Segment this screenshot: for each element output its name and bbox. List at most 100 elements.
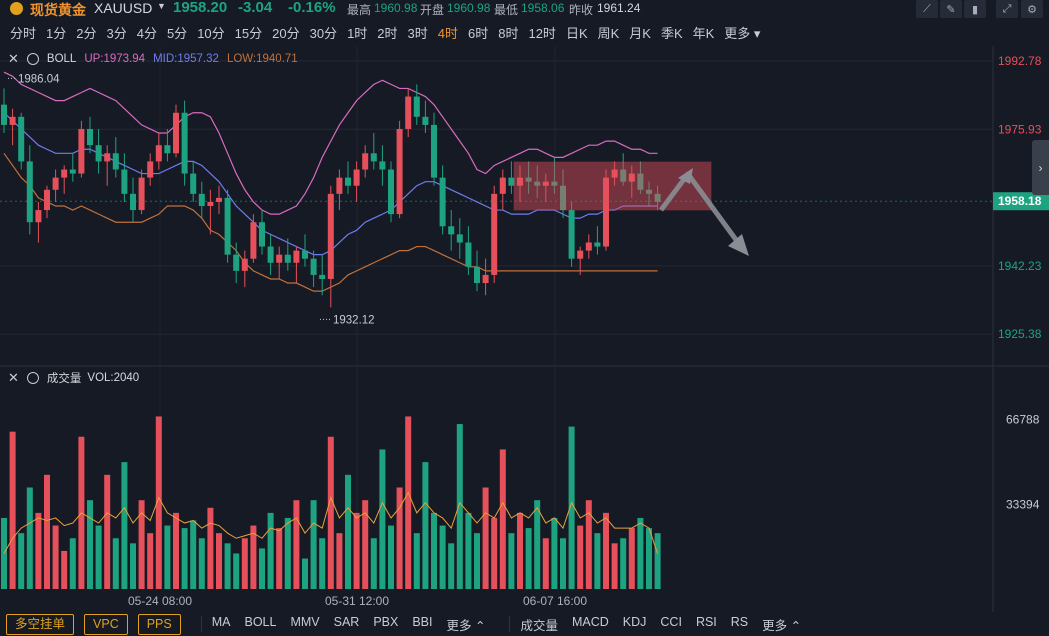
- candle-body: [560, 185, 566, 211]
- timeframe-4[interactable]: 4分: [136, 25, 157, 41]
- timeframe-13[interactable]: 4时: [437, 25, 458, 41]
- volume-bar: [499, 449, 506, 589]
- volume-bar: [138, 500, 145, 589]
- timeframe-22[interactable]: 更多 ▾: [724, 25, 761, 41]
- sub-indicator-6[interactable]: 更多 ⌃: [762, 618, 802, 633]
- draw-pen-icon[interactable]: ✎: [940, 0, 962, 18]
- line-tool-icon[interactable]: ⟋: [916, 0, 938, 18]
- settings-icon[interactable]: ⚙: [1021, 0, 1043, 18]
- fullscreen-icon[interactable]: ⤢: [996, 0, 1018, 18]
- boll-name: BOLL: [46, 53, 77, 65]
- timeframe-7[interactable]: 15分: [234, 25, 263, 41]
- candle-body: [302, 250, 308, 259]
- volume-bar: [130, 543, 136, 589]
- timeframe-19[interactable]: 月K: [629, 25, 651, 41]
- volume-bar: [525, 528, 532, 589]
- timeframe-3[interactable]: 3分: [106, 25, 127, 41]
- sub-indicator-3[interactable]: CCI: [660, 614, 682, 629]
- candle-body: [276, 254, 283, 263]
- volume-bar: [379, 449, 386, 589]
- candle-body: [620, 169, 627, 182]
- volume-bar: [491, 517, 498, 589]
- candle-body: [422, 116, 429, 125]
- chevron-down-icon[interactable]: ▼: [157, 1, 166, 11]
- candle-body: [646, 189, 652, 194]
- timeframe-21[interactable]: 年K: [692, 25, 715, 41]
- order-pill-0[interactable]: 多空挂单: [6, 613, 75, 635]
- volume-bar: [388, 525, 394, 589]
- close-icon[interactable]: ✕: [8, 370, 19, 385]
- candle-body: [267, 246, 274, 263]
- timeframe-15[interactable]: 8时: [498, 25, 519, 41]
- y-tick-label: 1992.78: [998, 54, 1042, 68]
- timeframe-10[interactable]: 1时: [347, 25, 368, 41]
- candle-body: [147, 161, 154, 178]
- timeframe-18[interactable]: 周K: [597, 25, 620, 41]
- candle-body: [284, 254, 291, 263]
- timeframe-16[interactable]: 12时: [528, 25, 556, 41]
- settings-gear-icon[interactable]: [26, 53, 39, 65]
- volume-bar: [439, 525, 446, 589]
- main-indicator-1[interactable]: BOLL: [244, 614, 277, 629]
- order-pill-1[interactable]: VPC: [84, 613, 128, 635]
- main-indicator-2[interactable]: MMV: [290, 614, 320, 629]
- timeframe-11[interactable]: 2时: [377, 25, 398, 41]
- timeframe-14[interactable]: 6时: [468, 25, 489, 41]
- candle-body: [491, 193, 498, 275]
- volume-bar: [18, 533, 25, 589]
- sub-indicator-4[interactable]: RSI: [695, 614, 717, 629]
- volume-bar: [319, 538, 326, 589]
- volume-bar: [534, 500, 541, 589]
- volume-bar: [654, 533, 661, 589]
- timeframe-0[interactable]: 分时: [10, 25, 37, 41]
- price-change: -3.04: [238, 0, 273, 16]
- candle-body: [121, 169, 128, 194]
- timeframe-20[interactable]: 季K: [660, 25, 683, 41]
- main-indicator-5[interactable]: BBI: [412, 614, 433, 629]
- sub-indicator-2[interactable]: KDJ: [622, 614, 647, 629]
- candle-body: [26, 161, 33, 223]
- close-icon[interactable]: ✕: [8, 51, 19, 66]
- sub-indicator-5[interactable]: RS: [730, 614, 749, 629]
- volume-bar: [207, 507, 214, 589]
- candle-body: [362, 153, 369, 170]
- candle-body: [319, 274, 326, 279]
- main-indicator-4[interactable]: PBX: [373, 614, 399, 629]
- candle-body: [164, 145, 171, 154]
- timeframe-8[interactable]: 20分: [272, 25, 300, 41]
- timeframe-2[interactable]: 2分: [76, 25, 97, 41]
- high-label: 最高: [347, 3, 372, 17]
- timeframe-5[interactable]: 5分: [166, 25, 188, 41]
- main-indicator-3[interactable]: SAR: [333, 614, 360, 629]
- candle-style-icon[interactable]: ▮: [964, 0, 986, 18]
- instrument-name[interactable]: 现货黄金: [30, 2, 86, 18]
- settings-gear-icon[interactable]: [26, 372, 39, 384]
- main-indicator-0[interactable]: MA: [211, 614, 231, 629]
- volume-bar: [620, 538, 627, 589]
- candle-body: [637, 173, 644, 190]
- main-indicator-6[interactable]: 更多 ⌃: [446, 618, 486, 633]
- timeframe-12[interactable]: 3时: [407, 25, 428, 41]
- candle-body: [52, 177, 59, 190]
- candle-body: [482, 274, 489, 284]
- timeframe-17[interactable]: 日K: [565, 25, 588, 41]
- sub-indicator-0[interactable]: 成交量: [520, 618, 558, 633]
- volume-bar: [250, 525, 257, 589]
- candle-body: [18, 116, 25, 162]
- volume-bar: [508, 533, 515, 589]
- volume-bar: [233, 553, 240, 589]
- candle-body: [61, 169, 68, 178]
- order-pill-2[interactable]: PPS: [137, 613, 181, 635]
- last-price-label: 1958.18: [998, 194, 1042, 208]
- timeframe-9[interactable]: 30分: [309, 25, 338, 41]
- side-panel-toggle[interactable]: ›: [1032, 140, 1049, 195]
- symbol-code[interactable]: XAUUSD: [94, 0, 153, 16]
- candle-body: [388, 169, 394, 215]
- candle-body: [396, 128, 403, 215]
- sub-indicator-1[interactable]: MACD: [571, 614, 609, 629]
- chart-area[interactable]: 1992.78 1975.93 1942.23 1925.38 1958.18 1986.…: [0, 46, 1049, 612]
- timeframe-6[interactable]: 10分: [197, 25, 225, 41]
- volume-bar: [147, 533, 154, 589]
- candle-body: [603, 177, 609, 247]
- timeframe-1[interactable]: 1分: [46, 25, 67, 41]
